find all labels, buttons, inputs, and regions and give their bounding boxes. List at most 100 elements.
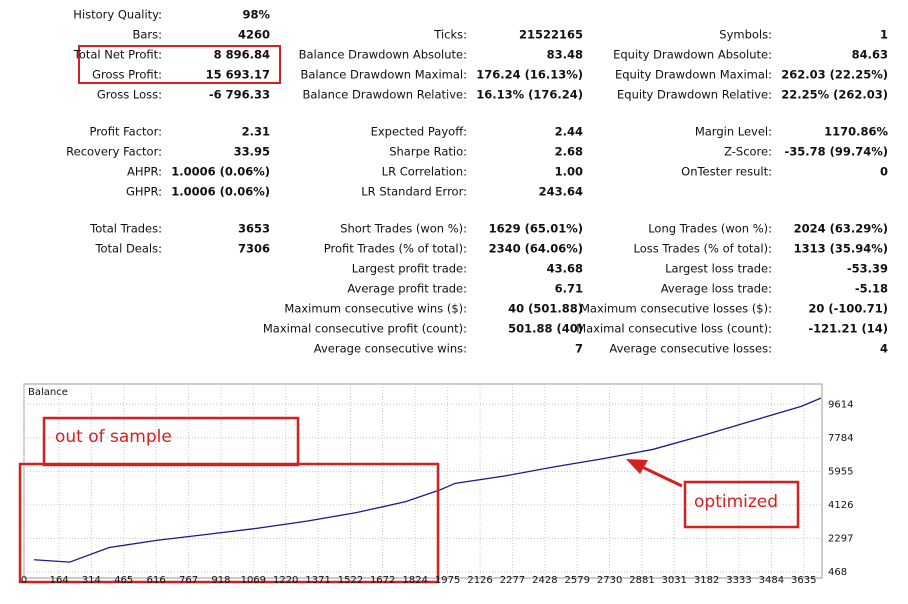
x-tick-label: 2579 — [565, 575, 590, 586]
stat-value: 1.0006 (0.06%) — [171, 165, 270, 179]
stat-label: Profit Trades (% of total): — [324, 242, 467, 256]
stat-value: 21522165 — [519, 28, 583, 42]
stat-value: 0 — [880, 165, 888, 179]
stat-value: 15 693.17 — [206, 68, 270, 82]
arrow-head — [626, 459, 648, 474]
x-tick-label: 2881 — [629, 575, 654, 586]
x-tick-label: 2428 — [532, 575, 557, 586]
stat-label: Ticks: — [433, 28, 467, 42]
stat-value: -35.78 (99.74%) — [784, 145, 888, 159]
stat-value: 4 — [880, 342, 888, 356]
stat-label: Equity Drawdown Absolute: — [613, 48, 772, 62]
stat-label: Recovery Factor: — [66, 145, 162, 159]
stat-label: LR Correlation: — [382, 165, 467, 179]
stat-label: Maximal consecutive profit (count): — [263, 322, 467, 336]
annotation: optimized — [694, 492, 778, 512]
arrow-shaft — [639, 464, 683, 488]
stat-label: Short Trades (won %): — [340, 222, 467, 236]
stat-label: OnTester result: — [681, 165, 772, 179]
x-tick-label: 164 — [50, 575, 69, 586]
y-tick-label: 2297 — [828, 533, 853, 544]
stat-value: 2.44 — [555, 125, 583, 139]
stat-value: 6.71 — [555, 282, 583, 296]
x-tick-label: 1371 — [305, 575, 330, 586]
y-tick-label: 9614 — [828, 399, 853, 410]
stat-value: 33.95 — [234, 145, 270, 159]
x-tick-label: 2730 — [597, 575, 622, 586]
x-tick-label: 2277 — [500, 575, 525, 586]
stat-label: Maximum consecutive losses ($): — [580, 302, 772, 316]
chart-title: Balance — [28, 387, 68, 398]
x-tick-label: 2126 — [467, 575, 492, 586]
stat-value: 4260 — [238, 28, 270, 42]
stat-label: Gross Profit: — [92, 68, 162, 82]
stat-value: 98% — [242, 8, 270, 22]
stat-value: 243.64 — [539, 185, 583, 199]
stat-label: Gross Loss: — [97, 88, 162, 102]
x-tick-label: 1672 — [370, 575, 395, 586]
stat-label: Balance Drawdown Absolute: — [299, 48, 467, 62]
y-tick-label: 468 — [828, 567, 847, 578]
stat-value: 2.68 — [555, 145, 583, 159]
stat-label: Balance Drawdown Maximal: — [300, 68, 467, 82]
annotation: out of sample — [55, 427, 172, 447]
stat-label: Total Deals: — [94, 242, 162, 256]
balance-line — [34, 397, 822, 563]
stat-label: Equity Drawdown Relative: — [617, 88, 772, 102]
x-tick-label: 3031 — [661, 575, 686, 586]
x-tick-label: 1522 — [338, 575, 363, 586]
stat-value: 1170.86% — [824, 125, 888, 139]
stat-label: Z-Score: — [724, 145, 772, 159]
stat-label: Balance Drawdown Relative: — [303, 88, 468, 102]
x-tick-label: 3484 — [759, 575, 784, 586]
x-tick-label: 1975 — [435, 575, 460, 586]
stat-value: 3653 — [238, 222, 270, 236]
stat-value: 2340 (64.06%) — [489, 242, 583, 256]
stat-value: 1313 (35.94%) — [794, 242, 888, 256]
x-tick-label: 0 — [21, 575, 27, 586]
stat-label: Long Trades (won %): — [648, 222, 772, 236]
stat-value: 262.03 (22.25%) — [781, 68, 888, 82]
y-tick-label: 4126 — [828, 500, 853, 511]
stat-label: Sharpe Ratio: — [389, 145, 467, 159]
x-tick-label: 314 — [82, 575, 101, 586]
stat-label: Bars: — [132, 28, 162, 42]
y-tick-label: 5955 — [828, 466, 853, 477]
stat-value: 43.68 — [547, 262, 583, 276]
x-tick-label: 1069 — [241, 575, 266, 586]
stat-label: Profit Factor: — [89, 125, 162, 139]
stat-label: Total Trades: — [89, 222, 162, 236]
stat-label: Average loss trade: — [661, 282, 772, 296]
stat-value: 176.24 (16.13%) — [476, 68, 583, 82]
stat-value: 1.00 — [555, 165, 583, 179]
stat-value: 2.31 — [242, 125, 270, 139]
stat-label: GHPR: — [126, 185, 162, 199]
stat-label: Largest loss trade: — [665, 262, 772, 276]
stat-value: 1629 (65.01%) — [489, 222, 583, 236]
stat-label: Average consecutive wins: — [314, 342, 467, 356]
stat-value: -5.18 — [855, 282, 888, 296]
stat-label: Maximum consecutive wins ($): — [284, 302, 467, 316]
highlight-box — [78, 45, 281, 84]
x-tick-label: 918 — [211, 575, 230, 586]
stat-value: -53.39 — [847, 262, 888, 276]
stat-value: -121.21 (14) — [808, 322, 888, 336]
y-tick-label: 7784 — [828, 433, 853, 444]
stat-label: LR Standard Error: — [361, 185, 467, 199]
stat-label: Average consecutive losses: — [609, 342, 772, 356]
stat-label: Expected Payoff: — [371, 125, 467, 139]
stat-value: 22.25% (262.03) — [781, 88, 888, 102]
stat-label: AHPR: — [127, 165, 162, 179]
stat-value: 20 (-100.71) — [808, 302, 888, 316]
x-tick-label: 1824 — [403, 575, 428, 586]
stat-label: Largest profit trade: — [352, 262, 467, 276]
stat-label: Average profit trade: — [347, 282, 467, 296]
annotation-box — [18, 462, 440, 584]
stat-value: -6 796.33 — [209, 88, 270, 102]
stat-label: Margin Level: — [695, 125, 772, 139]
x-tick-label: 616 — [147, 575, 166, 586]
stat-value: 16.13% (176.24) — [476, 88, 583, 102]
stat-label: Maximal consecutive loss (count): — [576, 322, 772, 336]
